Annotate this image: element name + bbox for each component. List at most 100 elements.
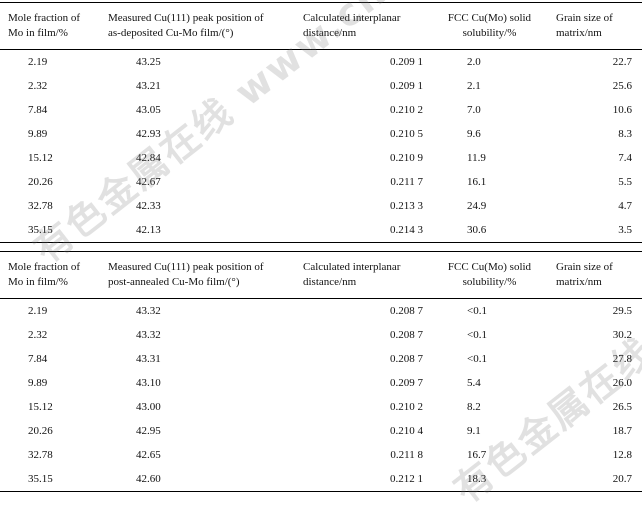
table-row: 20.26 42.67 0.211 7 16.1 5.5: [0, 170, 642, 194]
cell-interplanar-distance: 0.210 4: [390, 425, 423, 437]
cell-interplanar-distance: 0.209 7: [390, 377, 423, 389]
cell-mole-fraction: 2.19: [28, 305, 48, 317]
cell-mole-fraction: 20.26: [28, 176, 53, 188]
cell-interplanar-distance: 0.210 2: [390, 104, 423, 116]
header-grain-size: Grain size of matrix/nm: [548, 251, 642, 299]
cell-grain-size: 29.5: [612, 305, 632, 317]
cell-interplanar-distance: 0.211 7: [390, 176, 423, 188]
header-text: Grain size of matrix/nm: [556, 261, 613, 288]
cell-peak-position: 43.32: [136, 329, 161, 341]
as-deposited-table: Mole fraction of Mo in film/% Measured Cu…: [0, 2, 642, 243]
cell-mole-fraction: 15.12: [28, 401, 53, 413]
cell-interplanar-distance: 0.208 7: [390, 305, 423, 317]
header-text: Calculated interplanar distance/nm: [303, 12, 401, 39]
table-row: 15.12 42.84 0.210 9 11.9 7.4: [0, 146, 642, 170]
cell-peak-position: 42.93: [136, 128, 161, 140]
cell-peak-position: 42.13: [102, 218, 297, 243]
cell-interplanar-distance: 0.208 7: [390, 329, 423, 341]
table-row: 32.78 42.33 0.213 3 24.9 4.7: [0, 194, 642, 218]
header-mole-fraction: Mole fraction of Mo in film/%: [0, 251, 102, 299]
header-interplanar-distance: Calculated interplanar distance/nm: [297, 251, 431, 299]
cell-mole-fraction: 7.84: [28, 353, 48, 365]
cell-solid-solubility: 7.0: [467, 104, 481, 116]
cell-mole-fraction: 32.78: [28, 200, 53, 212]
cell-solid-solubility: 16.7: [467, 449, 487, 461]
table-row: 32.78 42.65 0.211 8 16.7 12.8: [0, 443, 642, 467]
cell-solid-solubility: 9.6: [467, 128, 481, 140]
table-row: 7.84 43.05 0.210 2 7.0 10.6: [0, 98, 642, 122]
cell-mole-fraction: 20.26: [28, 425, 53, 437]
header-text: Calculated interplanar distance/nm: [303, 261, 401, 288]
cell-peak-position: 43.00: [136, 401, 161, 413]
table-row: 2.32 43.32 0.208 7 <0.1 30.2: [0, 323, 642, 347]
header-text: Grain size of matrix/nm: [556, 12, 613, 39]
table-row: 35.15 42.13 0.214 3 30.6 3.5: [0, 218, 642, 243]
cell-interplanar-distance: 0.209 1: [390, 80, 423, 92]
cell-solid-solubility: 18.3: [431, 467, 548, 492]
cell-peak-position: 42.60: [102, 467, 297, 492]
cell-peak-position: 43.21: [136, 80, 161, 92]
cell-solid-solubility: <0.1: [467, 305, 487, 317]
cell-peak-position: 42.84: [136, 152, 161, 164]
cell-mole-fraction: 15.12: [28, 152, 53, 164]
header-peak-position: Measured Cu(111) peak position of as-depo…: [102, 2, 297, 50]
cell-grain-size: 25.6: [612, 80, 632, 92]
header-interplanar-distance: Calculated interplanar distance/nm: [297, 2, 431, 50]
table-row: 2.19 43.25 0.209 1 2.0 22.7: [0, 50, 642, 75]
header-solid-solubility: FCC Cu(Mo) solid solubility/%: [431, 251, 548, 299]
cell-grain-size: 10.6: [612, 104, 632, 116]
cell-solid-solubility: 11.9: [467, 152, 486, 164]
cell-solid-solubility: 2.1: [467, 80, 481, 92]
cell-interplanar-distance: 0.210 2: [390, 401, 423, 413]
table-row: 20.26 42.95 0.210 4 9.1 18.7: [0, 419, 642, 443]
cell-solid-solubility: 2.0: [467, 56, 481, 68]
header-text: Measured Cu(111) peak position of post-an…: [108, 261, 264, 288]
cell-grain-size: 8.3: [618, 128, 632, 140]
cell-peak-position: 42.33: [136, 200, 161, 212]
header-mole-fraction: Mole fraction of Mo in film/%: [0, 2, 102, 50]
table-row: 2.32 43.21 0.209 1 2.1 25.6: [0, 74, 642, 98]
cell-grain-size: 4.7: [618, 200, 632, 212]
header-text: Mole fraction of Mo in film/%: [8, 12, 81, 39]
post-annealed-body: 2.19 43.32 0.208 7 <0.1 29.5 2.32 43.32 0.208 …: [0, 299, 642, 492]
cell-interplanar-distance: 0.210 9: [390, 152, 423, 164]
cell-interplanar-distance: 0.209 1: [390, 56, 423, 68]
cell-grain-size: 26.0: [612, 377, 632, 389]
cell-peak-position: 43.32: [136, 305, 161, 317]
cell-grain-size: 18.7: [612, 425, 632, 437]
table-row: 35.15 42.60 0.212 1 18.3 20.7: [0, 467, 642, 492]
cell-solid-solubility: <0.1: [467, 353, 487, 365]
cell-solid-solubility: 8.2: [467, 401, 481, 413]
cell-mole-fraction: 2.32: [28, 329, 48, 341]
post-annealed-table: Mole fraction of Mo in film/% Measured Cu…: [0, 251, 642, 492]
cell-solid-solubility: 30.6: [431, 218, 548, 243]
cell-mole-fraction: 9.89: [28, 128, 48, 140]
cell-interplanar-distance: 0.213 3: [390, 200, 423, 212]
header-solid-solubility: FCC Cu(Mo) solid solubility/%: [431, 2, 548, 50]
table-row: 7.84 43.31 0.208 7 <0.1 27.8: [0, 347, 642, 371]
table-row: 9.89 43.10 0.209 7 5.4 26.0: [0, 371, 642, 395]
cell-grain-size: 22.7: [612, 56, 632, 68]
cell-solid-solubility: 5.4: [467, 377, 481, 389]
header-text: FCC Cu(Mo) solid solubility/%: [447, 12, 532, 39]
table-row: 9.89 42.93 0.210 5 9.6 8.3: [0, 122, 642, 146]
cell-solid-solubility: 9.1: [467, 425, 481, 437]
header-grain-size: Grain size of matrix/nm: [548, 2, 642, 50]
cell-peak-position: 42.67: [136, 176, 161, 188]
header-text: FCC Cu(Mo) solid solubility/%: [447, 261, 532, 288]
cell-solid-solubility: 24.9: [467, 200, 487, 212]
as-deposited-body: 2.19 43.25 0.209 1 2.0 22.7 2.32 43.21 0.209 1…: [0, 50, 642, 243]
cell-interplanar-distance: 0.210 5: [390, 128, 423, 140]
cell-mole-fraction: 35.15: [0, 467, 102, 492]
cell-grain-size: 7.4: [618, 152, 632, 164]
cell-solid-solubility: <0.1: [467, 329, 487, 341]
cell-peak-position: 42.65: [136, 449, 161, 461]
as-deposited-header: Mole fraction of Mo in film/% Measured Cu…: [0, 2, 642, 50]
table-row: 15.12 43.00 0.210 2 8.2 26.5: [0, 395, 642, 419]
cell-mole-fraction: 7.84: [28, 104, 48, 116]
cell-grain-size: 3.5: [548, 218, 642, 243]
cell-interplanar-distance: 0.214 3: [297, 218, 431, 243]
cell-grain-size: 26.5: [612, 401, 632, 413]
cell-interplanar-distance: 0.212 1: [297, 467, 431, 492]
cell-mole-fraction: 2.19: [28, 56, 48, 68]
